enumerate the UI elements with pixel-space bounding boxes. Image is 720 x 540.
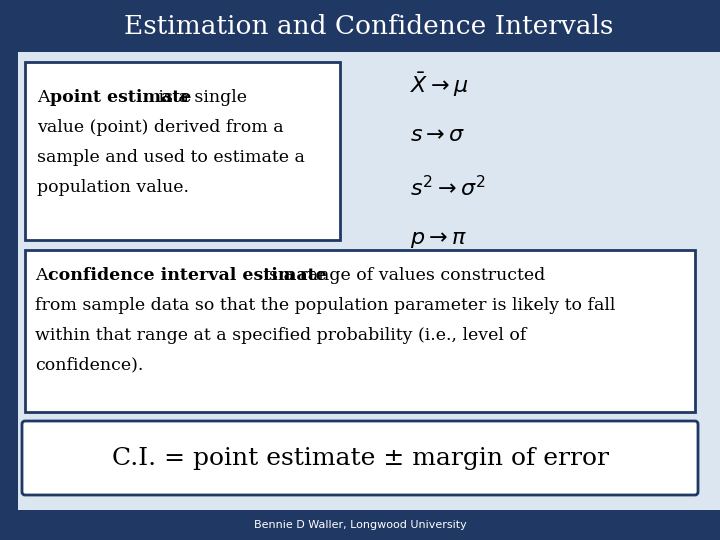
Text: within that range at a specified probability (i.e., level of: within that range at a specified probabi… [35,327,526,343]
Text: $s^2 \rightarrow \sigma^2$: $s^2 \rightarrow \sigma^2$ [410,176,486,200]
Bar [0,510,720,540]
Bar [0,0,18,540]
Text: point estimate: point estimate [50,89,192,105]
Text: $p \rightarrow \pi$: $p \rightarrow \pi$ [410,230,467,250]
Bar [18,0,720,52]
Text: is a range of values constructed: is a range of values constructed [258,267,545,284]
Text: is a single: is a single [153,89,247,105]
Text: Estimation and Confidence Intervals: Estimation and Confidence Intervals [125,14,613,38]
Text: Bennie D Waller, Longwood University: Bennie D Waller, Longwood University [253,520,467,530]
Bar [25,62,340,240]
Text: C.I. = point estimate ± margin of error: C.I. = point estimate ± margin of error [112,447,608,469]
Text: $\bar{X} \rightarrow \mu$: $\bar{X} \rightarrow \mu$ [410,71,469,99]
Text: sample and used to estimate a: sample and used to estimate a [37,148,305,165]
Text: $s \rightarrow \sigma$: $s \rightarrow \sigma$ [410,125,466,145]
Bar [25,250,695,412]
Text: confidence interval estimate: confidence interval estimate [48,267,327,284]
FancyBboxPatch shape [22,421,698,495]
Text: A: A [37,89,55,105]
Text: population value.: population value. [37,179,189,195]
Text: value (point) derived from a: value (point) derived from a [37,118,284,136]
Text: from sample data so that the population parameter is likely to fall: from sample data so that the population … [35,296,616,314]
Text: A: A [35,267,53,284]
Text: confidence).: confidence). [35,356,143,374]
